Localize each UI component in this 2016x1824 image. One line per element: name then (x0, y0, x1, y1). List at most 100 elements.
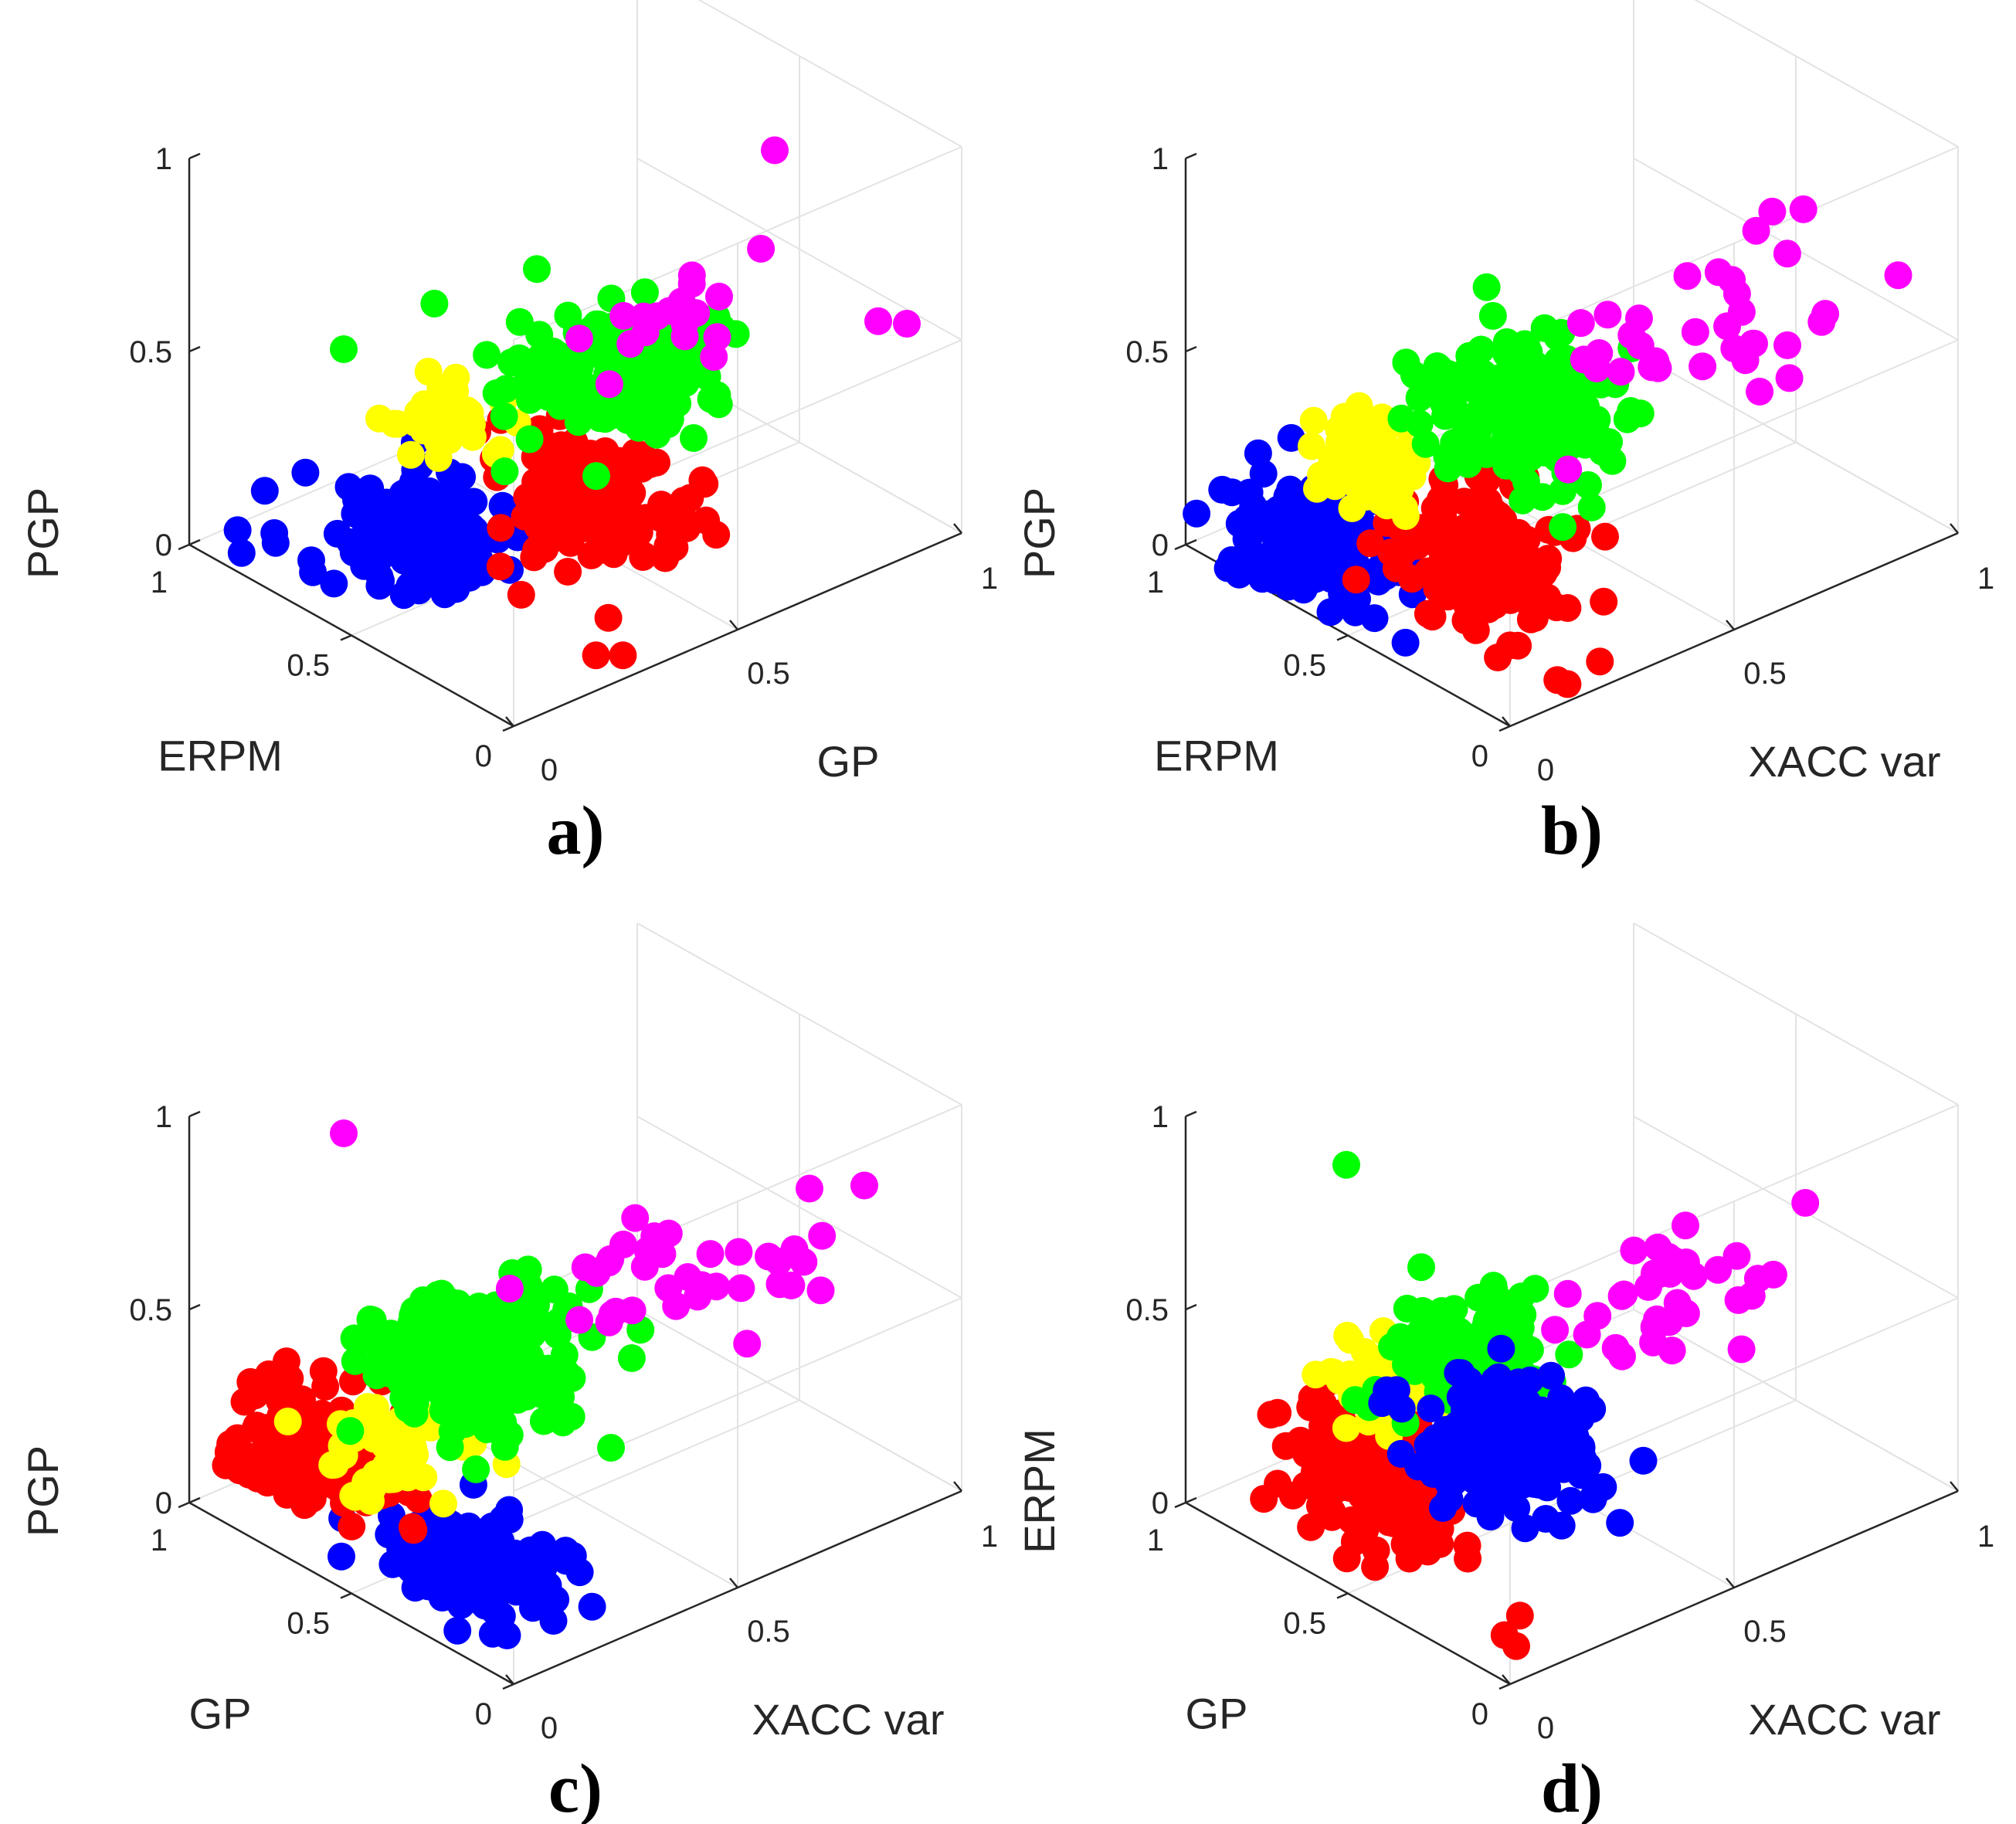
scatter-point (1332, 1150, 1360, 1179)
x-tick-1: 1 (1147, 1523, 1164, 1557)
scatter-point (341, 1347, 369, 1375)
z-axis-label: PGP (19, 1445, 67, 1537)
scatter-point (1465, 1441, 1494, 1469)
scatter-point (426, 1549, 455, 1578)
scatter-point (1659, 1246, 1688, 1275)
grid-line (1633, 1309, 1959, 1492)
z-tick-1: 1 (1152, 142, 1169, 176)
scatter-point (602, 1297, 630, 1326)
z-axis-label: PGP (19, 487, 67, 579)
x-tick-mark (178, 543, 190, 551)
z-tick-1: 1 (1152, 1100, 1169, 1134)
scatter-point (747, 235, 776, 263)
x-tick-mark (340, 634, 352, 641)
scatter-point (1775, 364, 1804, 392)
scatter-point (240, 1369, 269, 1398)
scatter-point (1673, 262, 1702, 290)
z-tick-mark (188, 152, 201, 160)
scatter-point (1439, 541, 1468, 569)
scatter-point (1298, 432, 1325, 460)
y-tick-mark (1950, 523, 1959, 534)
grid-line (636, 922, 962, 1106)
y-tick-1: 1 (981, 1520, 998, 1554)
scatter-point (392, 1378, 420, 1407)
scatter-point (1395, 1544, 1424, 1573)
scatter-point (1791, 1189, 1820, 1217)
x-tick-0: 0 (1471, 1697, 1488, 1731)
z-tick-half: 0.5 (1125, 335, 1169, 369)
scatter-point (273, 1408, 302, 1435)
scatter-point (1884, 261, 1912, 290)
panel-label: d) (1541, 1751, 1603, 1824)
scatter-point (482, 379, 511, 407)
scatter-point (1490, 1621, 1519, 1649)
scatter-point (1713, 312, 1742, 341)
scatter-point (593, 441, 622, 470)
scatter-point (585, 404, 614, 433)
scatter-point (1386, 1439, 1415, 1468)
scatter-point (1454, 1544, 1482, 1573)
scatter-point (547, 431, 575, 460)
scatter-point (761, 136, 789, 165)
scatter-point (330, 1119, 358, 1147)
z-tick-half: 0.5 (129, 1293, 172, 1327)
scatter-point (1339, 436, 1368, 465)
y-tick-0: 0 (1537, 753, 1554, 787)
scatter-point (1417, 1394, 1445, 1423)
scatter-point (648, 1240, 677, 1269)
scatter-point (1573, 1320, 1601, 1349)
scatter-point (1411, 430, 1440, 458)
scatter-point (1472, 273, 1501, 301)
scatter-point (1620, 1236, 1648, 1265)
grid-line (1694, 0, 1959, 148)
scatter-point (1419, 1459, 1448, 1488)
scatter-point (426, 419, 455, 448)
scatter-point (1583, 354, 1611, 382)
scatter-point (490, 1432, 519, 1461)
z-tick-1: 1 (155, 1100, 172, 1134)
grid-line (1509, 146, 1959, 341)
scatter-point (1382, 554, 1410, 583)
scatter-point (524, 470, 552, 499)
scatter-point (222, 1438, 250, 1467)
y-tick-half: 0.5 (1743, 657, 1787, 691)
panel-label: b) (1541, 793, 1603, 869)
scatter-point (594, 603, 623, 632)
scatter-point (361, 1394, 390, 1422)
scatter-point (412, 518, 441, 546)
scatter-point (486, 552, 514, 581)
scatter-point (638, 358, 667, 387)
scatter-point (1593, 301, 1622, 329)
scatter-point (357, 1415, 385, 1444)
scatter-point (515, 425, 544, 453)
x-tick-mark (1498, 1683, 1511, 1690)
scatter-point (1387, 1394, 1416, 1423)
x-tick-mark (178, 1501, 190, 1509)
scatter-point (253, 1446, 281, 1475)
scatter-point (384, 518, 412, 546)
scatter-point (630, 542, 658, 570)
x-tick-mark (1498, 725, 1511, 732)
scatter-point (452, 1531, 480, 1560)
scatter-point (565, 324, 593, 353)
scatter-point (531, 358, 558, 386)
scatter-point (1566, 373, 1595, 402)
scatter-point (1566, 309, 1595, 338)
scatter-point (1475, 487, 1502, 516)
scatter-point (420, 487, 449, 515)
scatter-point (1470, 541, 1498, 569)
scatter-point (1264, 1398, 1292, 1427)
scatter-point (1376, 1491, 1405, 1520)
x-tick-half: 0.5 (287, 1607, 330, 1641)
scatter-point (1391, 502, 1420, 530)
scatter-point (1484, 1485, 1512, 1513)
scatter-point (523, 255, 551, 284)
x-tick-1: 1 (151, 566, 168, 600)
scatter-point (320, 569, 348, 598)
scatter-point (336, 1417, 365, 1445)
scatter-point (1434, 360, 1463, 388)
scatter-point (1386, 1323, 1414, 1351)
scatter-point (1490, 585, 1519, 613)
scatter-point (1773, 331, 1801, 359)
scatter-point (452, 1408, 480, 1437)
